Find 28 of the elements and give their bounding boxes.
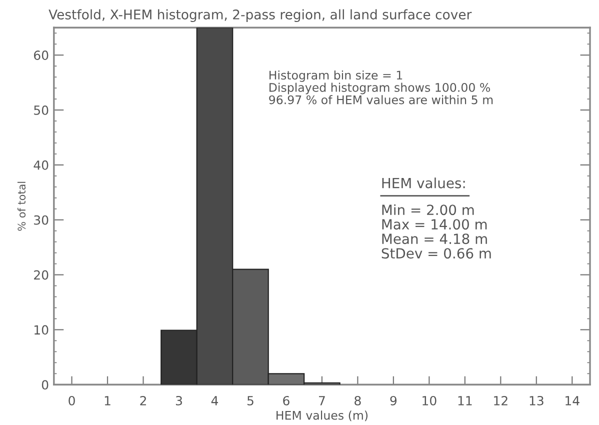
x-tick-label: 13	[530, 396, 544, 406]
y-tick-label: 50	[34, 105, 48, 115]
x-tick-label: 12	[494, 396, 508, 406]
x-tick-label: 10	[422, 396, 436, 406]
x-axis-title: HEM values (m)	[276, 410, 368, 422]
x-tick-label: 0	[68, 396, 75, 406]
x-tick-label: 11	[458, 396, 472, 406]
x-tick-label: 14	[566, 396, 580, 406]
x-tick-label: 1	[104, 396, 110, 406]
x-tick-label: 7	[319, 396, 325, 406]
y-tick-label: 10	[34, 325, 48, 335]
x-tick-label: 3	[176, 396, 182, 406]
chart-title: Vestfold, X-HEM histogram, 2-pass region, all land surface cover	[48, 9, 472, 22]
x-tick-label: 6	[283, 396, 290, 406]
x-tick-label: 4	[211, 396, 218, 406]
y-tick-label: 60	[34, 50, 48, 60]
y-tick-label: 30	[34, 215, 48, 225]
y-tick-label: 40	[34, 160, 48, 170]
x-tick-label: 2	[140, 396, 146, 406]
x-tick-label: 5	[247, 396, 254, 406]
x-tick-label: 8	[354, 396, 361, 406]
y-tick-label: 20	[34, 270, 48, 280]
annotation: Histogram bin size = 1 Displayed histogram shows 100.00 % 96.97 % of HEM values are within 5 m	[269, 70, 493, 104]
annotation: Min = 2.00 m Max = 14.00 m Mean = 4.18 m StDev = 0.66 m	[382, 204, 491, 259]
annotation: HEM values:	[382, 178, 465, 188]
y-axis-title: % of total	[18, 182, 26, 231]
y-tick-label: 0	[42, 380, 48, 390]
x-tick-label: 9	[390, 396, 397, 406]
